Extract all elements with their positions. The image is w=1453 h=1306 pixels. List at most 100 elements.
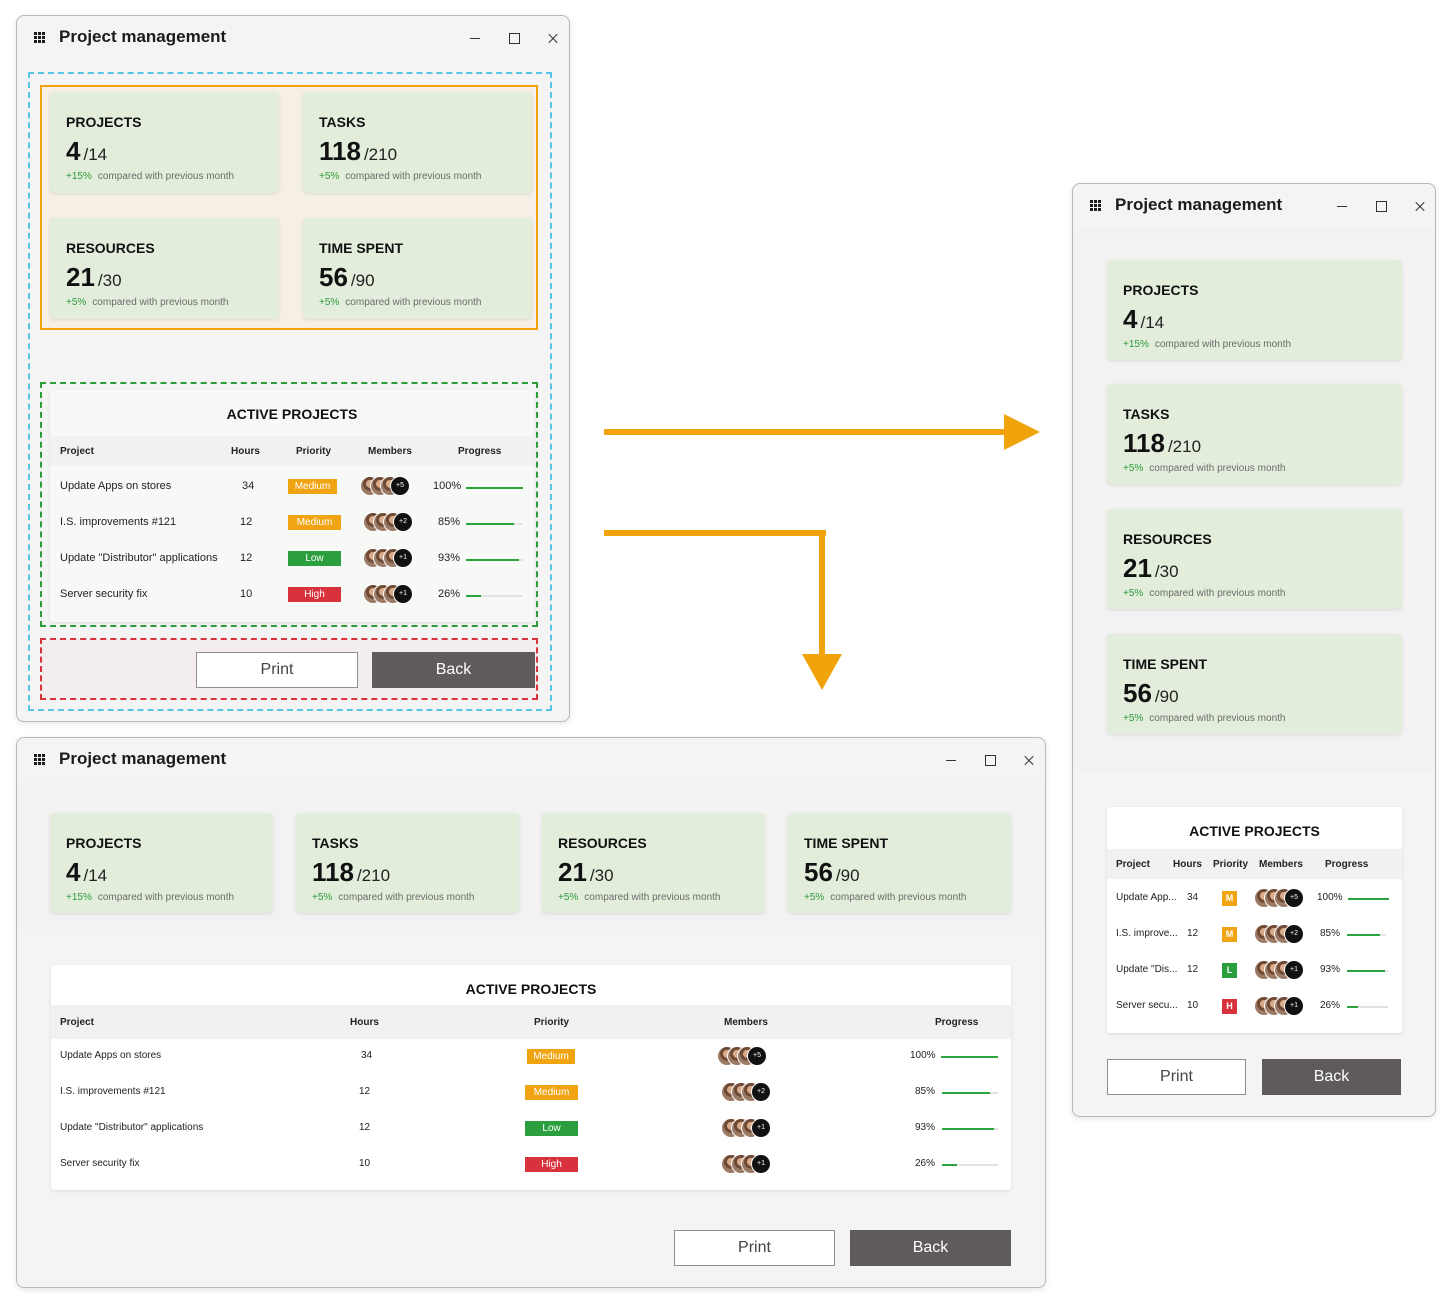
panel-title: ACTIVE PROJECTS xyxy=(465,981,597,997)
project-hours: 34 xyxy=(1187,892,1199,903)
table-row[interactable]: Server secu... 10 H +1 26% xyxy=(1107,989,1402,1025)
minimize-icon[interactable] xyxy=(455,28,494,48)
panel-title: ACTIVE PROJECTS xyxy=(226,406,358,422)
print-button[interactable]: Print xyxy=(196,652,358,688)
stat-card-tasks: TASKS 118/210 +5% compared with previous … xyxy=(303,92,532,193)
close-icon[interactable] xyxy=(533,28,569,48)
table-row[interactable]: I.S. improvements #121 12 Medium +2 85% xyxy=(50,506,534,542)
table-row[interactable]: Update "Distributor" applications 12 Low… xyxy=(50,542,534,578)
priority-badge: Medium xyxy=(288,515,341,530)
table-row[interactable]: I.S. improvements #121 12 Medium +2 85% xyxy=(51,1075,1011,1111)
stat-note: +15% compared with previous month xyxy=(1123,339,1291,350)
stat-note: +5% compared with previous month xyxy=(1123,713,1285,724)
table-row[interactable]: Update Apps on stores 34 Medium +5 100% xyxy=(50,470,534,506)
table-row[interactable]: I.S. improve... 12 M +2 85% xyxy=(1107,917,1402,953)
stat-current: 21 xyxy=(66,262,95,292)
progress-label: 26% xyxy=(438,588,461,600)
progress-fill xyxy=(942,1164,957,1166)
stat-note-text: compared with previous month xyxy=(584,892,721,903)
avatar-more-count: +1 xyxy=(751,1118,771,1138)
progress-bar xyxy=(1347,970,1388,972)
stat-total: /210 xyxy=(1167,437,1202,456)
back-button[interactable]: Back xyxy=(850,1230,1011,1266)
progress-fill xyxy=(1347,1006,1358,1008)
print-button[interactable]: Print xyxy=(1107,1059,1246,1095)
priority-badge: Medium xyxy=(288,479,337,494)
stat-card-resources: RESOURCES 21/30 +5% compared with previou… xyxy=(542,813,765,913)
col-project: Project xyxy=(1116,859,1150,870)
title-bar[interactable]: Project management xyxy=(17,738,1045,782)
priority-badge: Medium xyxy=(527,1049,575,1064)
member-avatars: +1 xyxy=(1254,996,1314,1016)
stat-current: 4 xyxy=(66,136,81,166)
project-name: I.S. improvements #121 xyxy=(60,1086,166,1097)
project-hours: 10 xyxy=(240,588,253,600)
table-row[interactable]: Update "Dis... 12 L +1 93% xyxy=(1107,953,1402,989)
project-name: I.S. improve... xyxy=(1116,928,1178,939)
active-projects-panel: ACTIVE PROJECTS Project Hours Priority M… xyxy=(50,390,534,622)
stat-note-text: compared with previous month xyxy=(338,892,475,903)
stat-change: +5% xyxy=(1123,463,1144,474)
minimize-icon[interactable] xyxy=(931,750,970,770)
stat-label: RESOURCES xyxy=(558,835,647,851)
member-avatars: +1 xyxy=(363,548,433,568)
stat-card-time-spent: TIME SPENT 56/90 +5% compared with previo… xyxy=(788,813,1011,913)
outline-projects-section xyxy=(40,382,538,627)
progress-bar xyxy=(1347,1006,1388,1008)
progress-label: 100% xyxy=(910,1050,936,1061)
stat-note-text: compared with previous month xyxy=(345,171,482,182)
project-name: Server secu... xyxy=(1116,1000,1178,1011)
stat-label: TIME SPENT xyxy=(1123,656,1208,672)
progress-label: 85% xyxy=(438,516,461,528)
title-bar[interactable]: Project management xyxy=(1073,184,1435,228)
member-avatars: +5 xyxy=(717,1046,777,1066)
stat-total: /90 xyxy=(835,866,860,885)
back-button[interactable]: Back xyxy=(372,652,535,688)
project-hours: 12 xyxy=(240,552,253,564)
back-button[interactable]: Back xyxy=(1262,1059,1401,1095)
stat-card-resources: RESOURCES 21/30 +5% compared with previou… xyxy=(50,218,279,319)
progress-bar xyxy=(1347,934,1386,936)
stat-total: /14 xyxy=(83,866,108,885)
table-row[interactable]: Server security fix 10 High +1 26% xyxy=(50,578,534,614)
stat-note: +15% compared with previous month xyxy=(66,171,234,182)
col-hours: Hours xyxy=(350,1017,379,1028)
col-members: Members xyxy=(368,446,412,457)
priority-badge: High xyxy=(525,1157,578,1172)
table-row[interactable]: Update "Distributor" applications 12 Low… xyxy=(51,1111,1011,1147)
progress-label: 100% xyxy=(1317,892,1343,903)
table-row[interactable]: Update App... 34 M +5 100% xyxy=(1107,881,1402,917)
close-icon[interactable] xyxy=(1009,750,1045,770)
stat-total: /30 xyxy=(589,866,614,885)
col-project: Project xyxy=(60,1017,94,1028)
print-button[interactable]: Print xyxy=(674,1230,835,1266)
table-row[interactable]: Update Apps on stores 34 Medium +5 100% xyxy=(51,1039,1011,1075)
stat-total: /14 xyxy=(1140,313,1165,332)
table-header: Project Hours Priority Members Progress xyxy=(50,436,534,466)
project-hours: 12 xyxy=(240,516,253,528)
progress-label: 26% xyxy=(1320,1000,1341,1011)
project-name: Server security fix xyxy=(60,1158,140,1169)
stat-total: /210 xyxy=(363,145,398,164)
maximize-icon[interactable] xyxy=(1361,196,1400,216)
stat-current: 118 xyxy=(1123,428,1165,458)
stat-note-text: compared with previous month xyxy=(830,892,967,903)
maximize-icon[interactable] xyxy=(494,28,533,48)
progress-fill xyxy=(942,1128,995,1130)
member-avatars: +1 xyxy=(721,1154,781,1174)
project-hours: 12 xyxy=(1187,928,1199,939)
stat-note-text: compared with previous month xyxy=(1154,339,1292,350)
progress-fill xyxy=(1347,970,1386,972)
title-bar[interactable]: Project management xyxy=(17,16,569,60)
priority-badge: M xyxy=(1222,927,1237,942)
table-row[interactable]: Server security fix 10 High +1 26% xyxy=(51,1147,1011,1183)
avatar-more-count: +1 xyxy=(393,548,413,568)
grid-app-icon xyxy=(34,32,46,43)
maximize-icon[interactable] xyxy=(970,750,1009,770)
window-title: Project management xyxy=(59,749,227,768)
stat-value: 21/30 xyxy=(1123,553,1179,584)
minimize-icon[interactable] xyxy=(1322,196,1361,216)
close-icon[interactable] xyxy=(1400,196,1435,216)
project-name: Update Apps on stores xyxy=(60,480,172,492)
priority-badge: Medium xyxy=(525,1085,578,1100)
